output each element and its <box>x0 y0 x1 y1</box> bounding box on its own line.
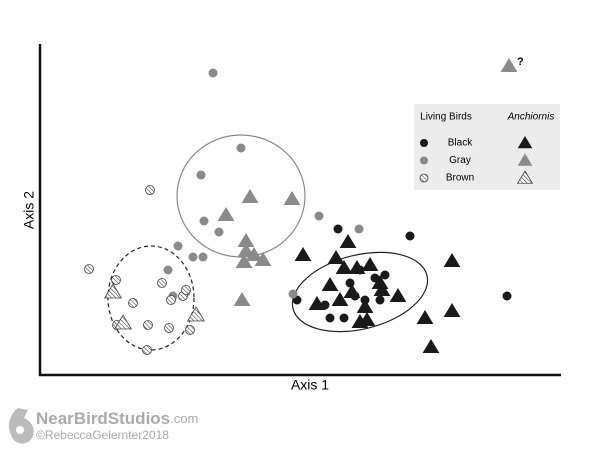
living-point <box>111 275 121 285</box>
anchiornis-point <box>254 252 272 266</box>
annotation: ? <box>517 56 524 68</box>
anchiornis-point <box>217 207 235 221</box>
legend-living-swatch <box>420 156 428 165</box>
living-point <box>405 231 415 241</box>
x-axis-label: Axis 1 <box>291 377 329 393</box>
living-point <box>163 265 173 275</box>
living-point <box>214 227 224 237</box>
living-point <box>196 170 206 180</box>
anchiornis-point <box>339 234 357 248</box>
black-cluster <box>291 251 429 333</box>
living-point <box>380 270 390 280</box>
living-point <box>185 325 195 335</box>
living-point <box>502 291 512 301</box>
living-point <box>208 68 218 78</box>
anchiornis-point <box>331 292 349 306</box>
legend-anchiornis-swatch <box>516 170 534 184</box>
anchiornis-point <box>327 250 345 264</box>
legend-anchiornis-swatch <box>517 136 533 149</box>
watermark-brand: NearBirdStudios.com <box>36 409 198 428</box>
living-point <box>198 252 208 262</box>
anchiornis-point <box>233 292 251 306</box>
anchiornis-point <box>113 314 133 330</box>
legend-box <box>414 104 560 190</box>
anchiornis-point <box>348 260 366 274</box>
living-point <box>333 224 343 234</box>
living-point <box>181 285 191 295</box>
living-point <box>166 295 176 305</box>
y-axis-label: Axis 2 <box>21 191 37 229</box>
living-point <box>145 185 155 195</box>
anchiornis-point <box>103 283 123 299</box>
living-point <box>142 345 152 355</box>
living-point <box>199 216 209 226</box>
anchiornis-point <box>416 310 434 324</box>
legend-label: Gray <box>449 155 471 166</box>
living-point <box>354 224 364 234</box>
legend-anchiornis-swatch <box>517 153 533 166</box>
anchiornis-point <box>422 339 440 353</box>
anchiornis-point <box>443 303 461 317</box>
watermark-brand-name: NearBirdStudios <box>36 409 170 428</box>
living-point <box>339 313 349 323</box>
legend-header: Anchiornis <box>507 112 555 123</box>
watermark-logo <box>9 408 34 444</box>
anchiornis-point <box>237 233 255 247</box>
living-point <box>128 298 138 308</box>
watermark-credit: ©RebeccaGelernter2018 <box>36 428 169 442</box>
living-point <box>325 313 335 323</box>
living-point <box>157 278 167 288</box>
legend-living-swatch <box>419 173 429 183</box>
anchiornis-point <box>443 253 461 267</box>
living-point <box>375 295 385 305</box>
living-point <box>164 323 174 333</box>
gray-cluster <box>176 134 306 258</box>
anchiornis-point <box>356 299 374 313</box>
anchiornis-point <box>373 282 391 296</box>
living-point <box>288 289 298 299</box>
watermark-suffix: .com <box>170 411 198 426</box>
anchiornis-point <box>371 275 389 289</box>
living-point <box>236 143 246 153</box>
legend-header: Living Birds <box>420 112 472 123</box>
living-point <box>314 211 324 221</box>
legend-living-swatch <box>420 139 428 147</box>
anchiornis-point <box>186 306 206 322</box>
anchiornis-point <box>389 288 407 302</box>
anchiornis-point <box>294 247 312 261</box>
anchiornis-point <box>308 296 326 310</box>
anchiornis-point <box>500 58 518 72</box>
anchiornis-point <box>321 277 339 291</box>
anchiornis-point <box>245 247 263 261</box>
anchiornis-point <box>241 189 259 203</box>
legend-label: Brown <box>446 173 474 184</box>
living-point <box>84 264 94 274</box>
living-point <box>173 241 183 251</box>
living-point <box>188 252 198 262</box>
anchiornis-point <box>361 257 379 271</box>
anchiornis-point <box>335 260 353 274</box>
living-point <box>143 320 153 330</box>
anchiornis-point <box>358 312 376 326</box>
anchiornis-point <box>235 254 253 268</box>
anchiornis-point <box>283 191 301 205</box>
anchiornis-point <box>343 284 361 298</box>
legend-label: Black <box>448 138 473 149</box>
